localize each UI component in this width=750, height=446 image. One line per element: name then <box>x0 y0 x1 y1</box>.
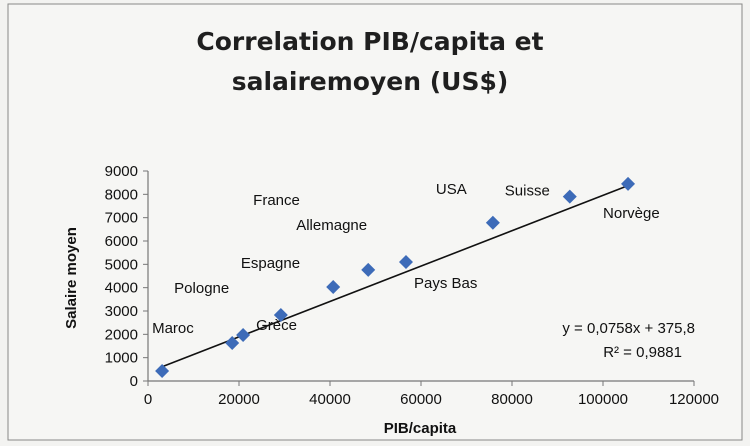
data-point <box>485 215 500 230</box>
data-point <box>236 328 251 343</box>
y-tick-label: 5000 <box>105 256 138 273</box>
y-tick-label: 7000 <box>105 210 138 227</box>
chart-title-line-2: salairemoyen (US$) <box>232 67 509 96</box>
x-tick-label: 20000 <box>218 391 260 408</box>
data-point-label: Suisse <box>505 183 550 200</box>
data-point <box>225 335 240 350</box>
data-point-label: Pologne <box>174 280 229 297</box>
data-point-label: Maroc <box>152 320 194 337</box>
data-point <box>273 307 288 322</box>
data-point-label: Grèce <box>256 317 297 334</box>
data-point-label: USA <box>436 181 467 198</box>
x-axis-label: PIB/capita <box>384 420 457 437</box>
x-tick-label: 40000 <box>309 391 351 408</box>
y-tick-label: 4000 <box>105 280 138 297</box>
data-point <box>155 363 170 378</box>
data-point-label: Espagne <box>241 255 300 272</box>
data-point-label: Norvège <box>603 205 660 222</box>
data-point <box>326 279 341 294</box>
trendline-equation: y = 0,0758x + 375,8 <box>562 320 695 337</box>
data-point <box>398 255 413 269</box>
x-tick-label: 120000 <box>669 391 719 408</box>
y-tick-label: 8000 <box>105 186 138 203</box>
r-squared: R² = 0,9881 <box>603 344 682 361</box>
x-tick-label: 100000 <box>578 391 628 408</box>
y-tick-label: 1000 <box>105 350 138 367</box>
data-point-label: France <box>253 192 300 209</box>
y-tick-label: 6000 <box>105 233 138 250</box>
chart-title-line-1: Correlation PIB/capita et <box>196 27 543 56</box>
y-tick-label: 9000 <box>105 163 138 180</box>
y-axis-label: Salaire moyen <box>63 227 80 329</box>
y-tick-label: 3000 <box>105 303 138 320</box>
x-tick-label: 0 <box>144 391 152 408</box>
data-point <box>562 189 577 204</box>
x-tick-label: 60000 <box>400 391 442 408</box>
data-point <box>621 176 636 191</box>
data-point-label: Pays Bas <box>414 275 477 292</box>
data-point-label: Allemagne <box>296 217 367 234</box>
y-tick-label: 0 <box>130 373 138 390</box>
chart-frame <box>7 3 743 441</box>
y-tick-label: 2000 <box>105 326 138 343</box>
data-point <box>361 262 376 277</box>
x-tick-label: 80000 <box>491 391 533 408</box>
